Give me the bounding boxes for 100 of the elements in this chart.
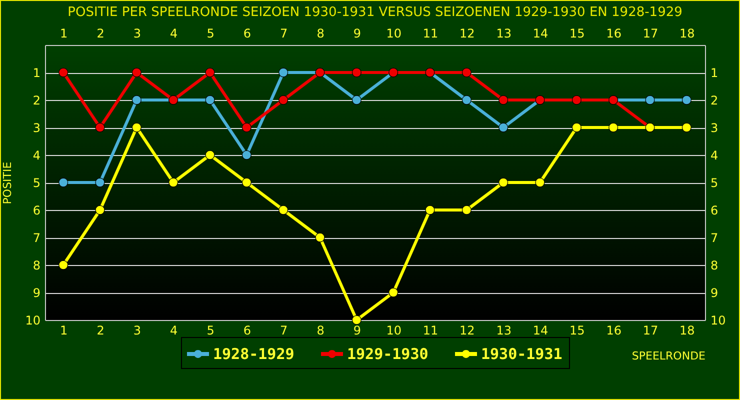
point xyxy=(242,150,252,160)
y-axis-title: POSITIE xyxy=(1,162,14,204)
x-tick-label: 1 xyxy=(60,324,68,338)
point xyxy=(95,122,105,132)
point xyxy=(352,315,362,325)
x2-tick-label: 10 xyxy=(386,26,402,40)
y-tick-label: 6 xyxy=(32,204,40,218)
x2-tick-label: 7 xyxy=(280,26,288,40)
y2-tick-label: 6 xyxy=(710,204,718,218)
point xyxy=(462,68,472,78)
legend-label: 1930-1931 xyxy=(481,345,562,363)
point xyxy=(168,178,178,188)
x-tick-label: 14 xyxy=(532,324,548,338)
x-tick-label: 18 xyxy=(680,324,695,338)
point xyxy=(58,260,68,270)
x-tick-label: 4 xyxy=(170,324,178,338)
y2-tick-label: 2 xyxy=(710,94,718,108)
x2-tick-label: 13 xyxy=(496,26,512,40)
point xyxy=(205,68,215,78)
point xyxy=(572,122,582,132)
point xyxy=(242,178,252,188)
x-tick-label: 9 xyxy=(353,324,361,338)
point xyxy=(682,122,692,132)
x2-tick-label: 6 xyxy=(243,26,251,40)
x2-tick-label: 12 xyxy=(460,26,475,40)
point xyxy=(58,178,68,188)
point xyxy=(498,95,508,105)
point xyxy=(572,95,582,105)
x2-tick-label: 3 xyxy=(133,26,141,40)
x-tick-label: 6 xyxy=(243,324,251,338)
y2-tick-label: 7 xyxy=(710,231,718,245)
x-axis-title: SPEELRONDE xyxy=(632,350,706,362)
x-tick-label: 7 xyxy=(280,324,288,338)
y2-tick-label: 9 xyxy=(710,286,718,300)
y2-tick-label: 10 xyxy=(710,314,726,328)
point xyxy=(535,178,545,188)
x-tick-label: 11 xyxy=(422,324,438,338)
y2-tick-label: 3 xyxy=(710,121,718,135)
x2-tick-label: 11 xyxy=(422,26,438,40)
x-tick-label: 12 xyxy=(460,324,475,338)
point xyxy=(315,232,325,242)
y-tick-label: 5 xyxy=(32,176,40,190)
legend-label: 1929-1930 xyxy=(347,345,428,363)
point xyxy=(278,95,288,105)
point xyxy=(95,205,105,215)
y-tick-label: 9 xyxy=(32,286,40,300)
point xyxy=(388,288,398,298)
y-tick-label: 3 xyxy=(32,121,40,135)
point xyxy=(132,68,142,78)
x-tick-label: 17 xyxy=(642,324,658,338)
x2-tick-label: 16 xyxy=(606,26,622,40)
legend-label: 1928-1929 xyxy=(213,345,294,363)
point xyxy=(498,122,508,132)
point xyxy=(645,95,655,105)
x2-tick-label: 1 xyxy=(60,26,68,40)
point xyxy=(462,95,472,105)
x2-tick-label: 14 xyxy=(532,26,548,40)
point xyxy=(278,205,288,215)
x-tick-label: 5 xyxy=(206,324,214,338)
y-tick-label: 10 xyxy=(25,314,40,328)
x2-tick-label: 5 xyxy=(206,26,214,40)
x-tick-label: 13 xyxy=(496,324,512,338)
x-tick-label: 10 xyxy=(386,324,402,338)
point xyxy=(205,150,215,160)
point xyxy=(278,68,288,78)
point xyxy=(352,68,362,78)
point xyxy=(205,95,215,105)
point xyxy=(132,122,142,132)
y-tick-label: 2 xyxy=(32,94,40,108)
y2-tick-label: 4 xyxy=(710,148,718,162)
x2-tick-label: 4 xyxy=(170,26,178,40)
x-tick-label: 16 xyxy=(606,324,622,338)
y2-tick-label: 5 xyxy=(710,176,718,190)
x2-tick-label: 17 xyxy=(642,26,658,40)
x-tick-label: 15 xyxy=(570,324,585,338)
point xyxy=(462,205,472,215)
x2-tick-label: 15 xyxy=(570,26,585,40)
point xyxy=(608,122,618,132)
point xyxy=(425,205,435,215)
x2-tick-label: 18 xyxy=(680,26,695,40)
y-tick-label: 1 xyxy=(32,66,40,80)
point xyxy=(95,178,105,188)
x2-tick-label: 9 xyxy=(353,26,361,40)
y2-tick-label: 1 xyxy=(710,66,718,80)
y2-tick-label: 8 xyxy=(710,258,718,272)
point xyxy=(58,68,68,78)
point xyxy=(242,122,252,132)
y-tick-label: 8 xyxy=(32,258,40,272)
point xyxy=(498,178,508,188)
point xyxy=(682,95,692,105)
x2-tick-label: 2 xyxy=(96,26,104,40)
x-tick-label: 3 xyxy=(133,324,141,338)
chart-title: POSITIE PER SPEELRONDE SEIZOEN 1930-1931 VERSUS SEIZOENEN 1929-1930 EN 1928-1929 xyxy=(68,5,682,20)
point xyxy=(132,95,142,105)
point xyxy=(352,95,362,105)
x-tick-label: 8 xyxy=(316,324,324,338)
y-tick-label: 4 xyxy=(32,148,40,162)
x-tick-label: 2 xyxy=(96,324,104,338)
x2-tick-label: 8 xyxy=(316,26,324,40)
y-tick-label: 7 xyxy=(32,231,40,245)
